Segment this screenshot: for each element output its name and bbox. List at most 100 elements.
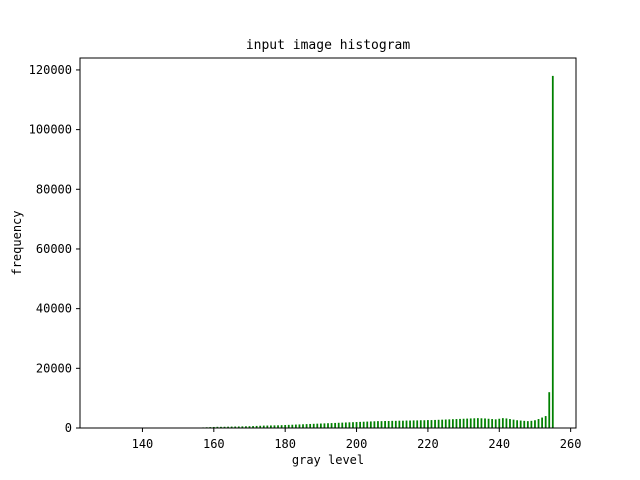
histogram-bar xyxy=(337,422,340,428)
histogram-bar xyxy=(241,426,244,428)
histogram-bar xyxy=(248,426,251,428)
histogram-bar xyxy=(551,75,554,429)
histogram-bar xyxy=(312,423,315,428)
histogram-bar xyxy=(273,425,276,428)
y-tick-label: 60000 xyxy=(36,242,72,256)
histogram-bar xyxy=(359,421,361,428)
histogram-bar xyxy=(548,392,551,428)
histogram-bar xyxy=(373,421,376,428)
histogram-bar xyxy=(537,419,540,428)
plot-frame xyxy=(79,57,577,429)
histogram-bar xyxy=(462,418,465,428)
histogram-bar xyxy=(352,422,354,428)
histogram-bar xyxy=(291,424,294,428)
histogram-bar xyxy=(423,420,426,428)
histogram-bar xyxy=(412,420,415,428)
y-tick-label: 80000 xyxy=(36,182,72,196)
x-tick-label: 160 xyxy=(203,437,225,451)
histogram-bar xyxy=(344,422,347,428)
histogram-bar xyxy=(434,419,436,428)
histogram-bar xyxy=(212,426,215,428)
histogram-bar xyxy=(298,424,301,428)
x-axis-label: gray level xyxy=(292,453,364,467)
x-tick-label: 220 xyxy=(417,437,439,451)
histogram-bar xyxy=(366,421,369,428)
y-tick-label: 100000 xyxy=(29,123,72,137)
histogram-bar xyxy=(262,425,265,428)
histogram-bar xyxy=(491,419,494,428)
histogram-bar xyxy=(498,418,501,428)
histogram-bar xyxy=(398,420,401,428)
histogram-bar xyxy=(437,419,440,428)
histogram-bar xyxy=(369,421,372,428)
y-axis-label: frequency xyxy=(10,210,24,275)
histogram-bar xyxy=(469,418,472,428)
histogram-bar xyxy=(480,418,483,428)
histogram-bar xyxy=(384,420,386,428)
histogram-bar xyxy=(466,418,469,428)
histogram-bar xyxy=(277,425,279,428)
histogram-bar xyxy=(473,418,476,428)
histogram-bar xyxy=(230,426,233,428)
histogram-bar xyxy=(234,426,237,428)
histogram-bar xyxy=(427,420,429,428)
histogram-bar xyxy=(476,418,479,428)
x-tick-label: 240 xyxy=(488,437,510,451)
histogram-bar xyxy=(227,426,229,428)
histogram-bar xyxy=(355,422,358,428)
histogram-bar xyxy=(512,419,515,428)
x-tick-label: 180 xyxy=(274,437,296,451)
histogram-bar xyxy=(334,422,337,428)
y-axis-ticks: 0 20000 40000 60000 80000 100000 120000 xyxy=(29,63,80,435)
x-axis-ticks: 140 160 180 200 220 240 260 xyxy=(132,428,581,451)
y-tick-label: 120000 xyxy=(29,63,72,77)
histogram-bar xyxy=(505,418,508,428)
histogram-bar xyxy=(377,421,379,428)
histogram-bar xyxy=(270,425,272,428)
histogram-bar xyxy=(245,426,247,428)
histogram-bar xyxy=(302,424,304,428)
histogram-bar xyxy=(534,420,536,428)
histogram-bar xyxy=(380,421,383,428)
x-tick-label: 200 xyxy=(346,437,368,451)
histogram-bar xyxy=(541,417,543,428)
histogram-bar xyxy=(330,423,333,428)
histogram-bar xyxy=(394,420,397,428)
histogram-bar xyxy=(526,421,529,428)
histogram-bar xyxy=(305,424,308,428)
histogram-bar xyxy=(316,423,319,428)
histogram-bar xyxy=(223,426,226,428)
bars-group xyxy=(198,75,554,429)
chart-title: input image histogram xyxy=(246,38,411,53)
histogram-bar xyxy=(530,420,533,428)
histogram-bar xyxy=(448,419,451,428)
x-tick-label: 140 xyxy=(132,437,154,451)
histogram-bar xyxy=(348,422,351,428)
histogram-bar xyxy=(444,419,447,428)
y-tick-label: 20000 xyxy=(36,361,72,375)
histogram-bar xyxy=(266,425,269,428)
histogram-bar xyxy=(387,420,390,428)
histogram-bar xyxy=(409,420,411,428)
histogram-bar xyxy=(284,425,287,428)
histogram-bar xyxy=(484,418,486,428)
histogram-bar xyxy=(430,420,433,428)
histogram-bar xyxy=(452,419,454,428)
histogram-bar xyxy=(252,426,254,428)
histogram-bar xyxy=(309,423,312,428)
histogram-bar xyxy=(459,418,461,428)
histogram-bar xyxy=(402,420,404,428)
histogram-bar xyxy=(519,420,522,428)
histogram-bar xyxy=(516,420,519,428)
histogram-bar xyxy=(341,422,344,428)
histogram-bar xyxy=(294,424,297,428)
histogram-bar xyxy=(255,425,258,428)
histogram-bar xyxy=(287,424,290,428)
histogram-bar xyxy=(216,426,219,428)
y-tick-label: 0 xyxy=(65,421,72,435)
histogram-bar xyxy=(280,425,283,428)
histogram-bar xyxy=(544,416,547,428)
histogram-bar xyxy=(487,418,490,428)
